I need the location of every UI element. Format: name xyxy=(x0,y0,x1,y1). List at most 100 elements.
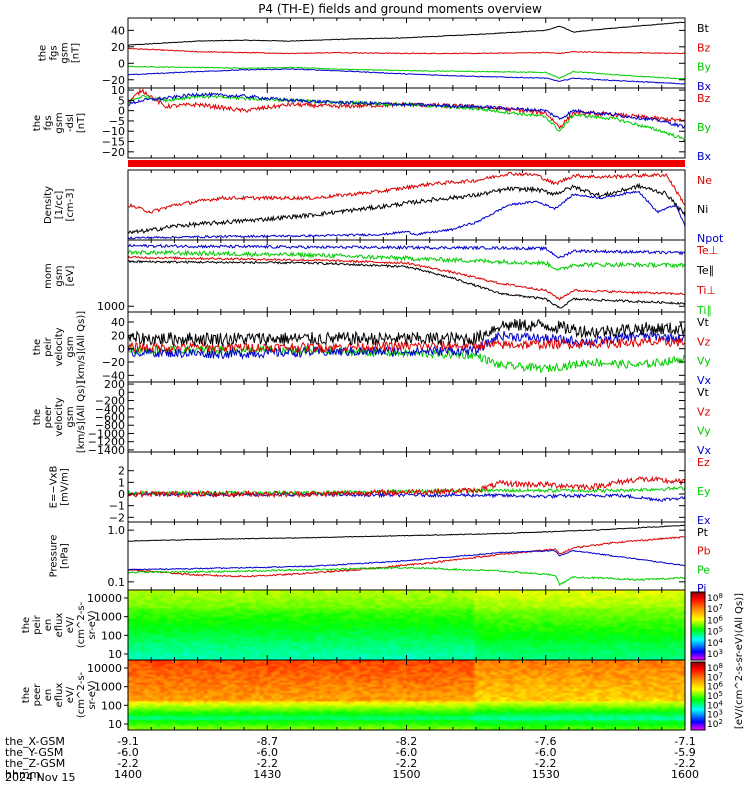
ylabel-peer_velocity: [km/s](All Qs)] xyxy=(76,381,87,453)
ylabel-density: [cm-3] xyxy=(65,188,76,221)
ylabel-peer_velocity: peer xyxy=(43,405,54,429)
series-Te_perp xyxy=(128,243,686,259)
series-Npot xyxy=(127,190,686,240)
ytick-label: 100 xyxy=(101,699,122,712)
ylabel-efield: E=−VxB xyxy=(49,466,60,509)
ylabel-peer_en_eflux: (cm^2-s- xyxy=(76,671,87,718)
ylabel-temperature: gsm xyxy=(54,265,65,286)
colorbar-tick-label: 104 xyxy=(707,637,723,649)
legend-Vz: Vz xyxy=(697,335,711,348)
xaxis-tick-label: -2.2 xyxy=(674,757,695,770)
series-Pb xyxy=(127,535,685,578)
xaxis-row-label: hhmm xyxy=(5,768,40,781)
colorbar xyxy=(690,661,706,731)
ylabel-peer_velocity: gsm xyxy=(65,406,76,427)
panel-density: Ne Ni Npot Density [1/cc] [cm-3] xyxy=(43,169,724,245)
colorbar-tick-label: 108 xyxy=(707,662,723,674)
ylabel-density: Density xyxy=(43,186,54,224)
ylabel-peer_en_eflux: the xyxy=(21,687,32,703)
colorbar-tick-label: 103 xyxy=(707,709,723,721)
ylabel-peir_en_eflux: en xyxy=(43,619,54,632)
ylabel-temperature: mom xyxy=(43,263,54,289)
ylabel-peir_en_eflux: eflux xyxy=(54,613,65,638)
ytick-label: 2 xyxy=(118,465,125,478)
legend-Ex: Ex xyxy=(697,514,711,527)
xaxis-tick-label: -7.6 xyxy=(535,735,556,748)
legend-Pi: Pi xyxy=(697,582,706,595)
ytick-label: 40 xyxy=(111,24,125,37)
legend-Pb: Pb xyxy=(697,545,711,558)
series-Te_par xyxy=(127,249,686,271)
ytick-label: 0 xyxy=(118,343,125,356)
ylabel-fgs_dsl: -dsl xyxy=(65,114,76,132)
panel-pressure: 1.0 0.1 Pt Pb Pe Pi Pressure [nPa] xyxy=(49,521,711,595)
ytick-label: 10 xyxy=(108,718,122,731)
colorbar-tick-label: 105 xyxy=(707,690,723,702)
ylabel-peer_en_eflux: sr-eV) xyxy=(87,680,98,709)
ylabel-peer_en_eflux: peer xyxy=(32,683,43,707)
ytick-label: −15 xyxy=(102,136,125,149)
series-By xyxy=(127,65,686,80)
panel-temperature: 1000 Te⊥ Te∥ Ti⊥ Ti∥ mom gsm [eV] xyxy=(43,239,718,317)
legend-Ti∥: Ti∥ xyxy=(696,304,712,317)
xaxis-tick-label: -2.2 xyxy=(257,757,278,770)
ylabel-fgs_gsm: the xyxy=(38,45,49,61)
ylabel-fgs_dsl: gsm xyxy=(54,112,65,133)
ytick-label: 20 xyxy=(111,41,125,54)
colorbar-label: [eV/(cm^2-s-sr-eV)(All Qs)] xyxy=(734,593,745,729)
xaxis-tick-label: -6.0 xyxy=(117,746,138,759)
series-Ne xyxy=(127,171,686,214)
legend-Ni: Ni xyxy=(697,203,708,216)
ytick-label: 200 xyxy=(104,378,125,391)
series-Ni xyxy=(127,182,686,235)
ytick-label: −20 xyxy=(102,74,125,87)
figure-title: P4 (TH-E) fields and ground moments over… xyxy=(258,2,542,16)
xaxis-row-label: the_Z-GSM xyxy=(5,757,65,770)
legend-Ti⊥: Ti⊥ xyxy=(696,284,716,297)
legend-Bt: Bt xyxy=(697,22,710,35)
ytick-label: −200 xyxy=(95,395,125,408)
series-By xyxy=(127,93,686,142)
ylabel-peir_velocity: gsm xyxy=(65,336,76,357)
ylabel-peer_en_eflux: en xyxy=(43,689,54,702)
series-Bt xyxy=(127,21,686,46)
series-Ti_perp xyxy=(127,255,685,301)
date-label: 2024 Nov 15 xyxy=(5,771,75,784)
legend-By: By xyxy=(697,121,712,134)
legend-Ez: Ez xyxy=(697,456,710,469)
ytick-label: −20 xyxy=(102,356,125,369)
ylabel-peer_velocity: the xyxy=(32,409,43,425)
ylabel-peer_en_eflux: eV/ xyxy=(65,686,76,703)
xaxis-tick-label: -2.2 xyxy=(396,757,417,770)
ylabel-peir_en_eflux: sr-eV) xyxy=(87,610,98,639)
xaxis-tick-label: -8.2 xyxy=(396,735,417,748)
ytick-label: −1000 xyxy=(88,427,125,440)
ytick-label: 0.1 xyxy=(108,576,126,589)
ytick-label: 100 xyxy=(101,629,122,642)
xaxis-tick-label: -6.0 xyxy=(257,746,278,759)
ylabel-pressure: Pressure xyxy=(49,535,60,578)
series-Vt xyxy=(127,318,686,347)
series-Bz xyxy=(127,47,686,55)
panel-frame xyxy=(127,87,686,159)
ytick-label: −800 xyxy=(95,419,125,432)
ylabel-fgs_dsl: [nT] xyxy=(76,113,87,133)
series-Bx xyxy=(127,68,686,85)
legend-By: By xyxy=(697,61,712,74)
legend-Pt: Pt xyxy=(697,526,709,539)
xaxis-tick-label: -8.7 xyxy=(257,735,278,748)
ytick-label: 10 xyxy=(108,648,122,661)
spectrogram-peir_en_eflux xyxy=(128,590,685,660)
ytick-label: 0 xyxy=(118,488,125,501)
ytick-label: −40 xyxy=(102,369,125,382)
spectrogram-peer_en_eflux xyxy=(128,660,685,730)
panel-frame xyxy=(127,169,686,241)
series-Pe xyxy=(127,566,685,587)
panel-frame xyxy=(127,451,686,523)
ytick-label: 10000 xyxy=(87,592,122,605)
ytick-label: 1000 xyxy=(94,681,122,694)
xaxis-tick-label: -9.1 xyxy=(117,735,138,748)
legend-Pe: Pe xyxy=(697,563,710,576)
